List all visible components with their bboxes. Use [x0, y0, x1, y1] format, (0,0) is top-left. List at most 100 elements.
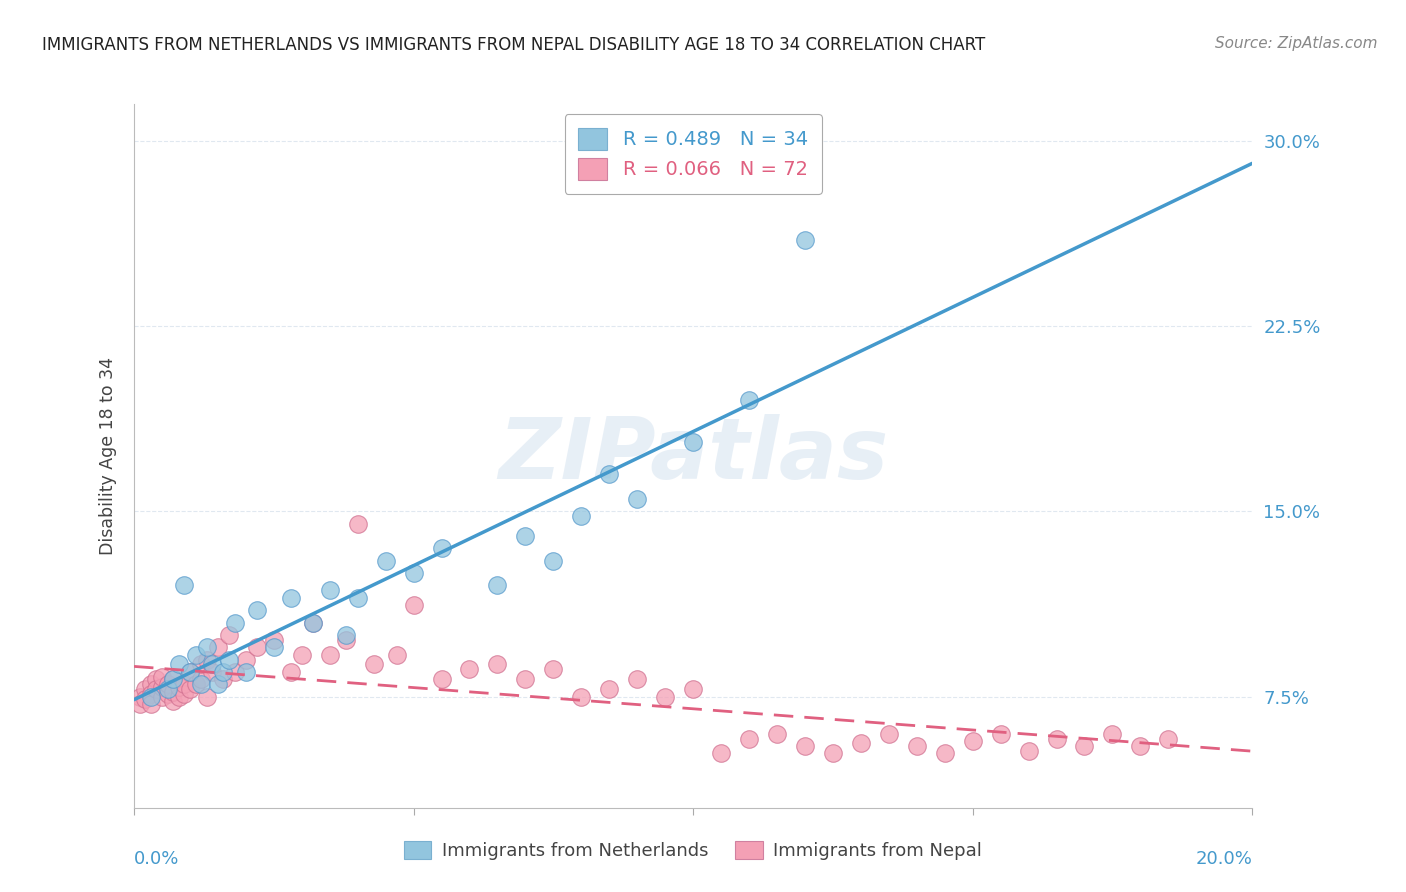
- Point: [430, 541, 453, 556]
- Y-axis label: Disability Age 18 to 34: Disability Age 18 to 34: [100, 357, 117, 555]
- Point: [905, 739, 928, 753]
- Point: [346, 516, 368, 531]
- Point: [738, 731, 761, 746]
- Point: [179, 682, 201, 697]
- Point: [246, 603, 269, 617]
- Point: [1073, 739, 1095, 753]
- Text: IMMIGRANTS FROM NETHERLANDS VS IMMIGRANTS FROM NEPAL DISABILITY AGE 18 TO 34 COR: IMMIGRANTS FROM NETHERLANDS VS IMMIGRANT…: [42, 36, 986, 54]
- Point: [486, 578, 509, 592]
- Point: [794, 233, 817, 247]
- Text: 20.0%: 20.0%: [1195, 850, 1253, 868]
- Text: ZIPatlas: ZIPatlas: [498, 415, 889, 498]
- Point: [139, 697, 162, 711]
- Point: [598, 467, 620, 482]
- Point: [128, 690, 150, 704]
- Point: [1018, 744, 1040, 758]
- Point: [179, 665, 201, 679]
- Point: [145, 682, 167, 697]
- Point: [139, 687, 162, 701]
- Point: [195, 690, 218, 704]
- Point: [201, 657, 224, 672]
- Point: [162, 684, 184, 698]
- Point: [710, 747, 733, 761]
- Point: [190, 657, 212, 672]
- Point: [515, 529, 537, 543]
- Point: [162, 673, 184, 687]
- Point: [280, 591, 302, 605]
- Point: [302, 615, 325, 630]
- Point: [218, 628, 240, 642]
- Point: [302, 615, 325, 630]
- Point: [402, 566, 425, 581]
- Point: [235, 652, 257, 666]
- Point: [173, 687, 195, 701]
- Point: [167, 680, 190, 694]
- Legend: Immigrants from Netherlands, Immigrants from Nepal: Immigrants from Netherlands, Immigrants …: [395, 831, 991, 869]
- Point: [207, 677, 229, 691]
- Point: [212, 665, 235, 679]
- Point: [569, 509, 592, 524]
- Point: [569, 690, 592, 704]
- Point: [184, 677, 207, 691]
- Point: [319, 648, 342, 662]
- Point: [738, 393, 761, 408]
- Point: [179, 665, 201, 679]
- Point: [167, 690, 190, 704]
- Point: [128, 697, 150, 711]
- Point: [682, 435, 704, 450]
- Point: [1045, 731, 1067, 746]
- Point: [139, 677, 162, 691]
- Point: [173, 677, 195, 691]
- Point: [291, 648, 314, 662]
- Point: [1157, 731, 1180, 746]
- Point: [849, 736, 872, 750]
- Point: [156, 687, 179, 701]
- Point: [246, 640, 269, 655]
- Point: [150, 670, 173, 684]
- Point: [162, 694, 184, 708]
- Point: [962, 734, 984, 748]
- Point: [543, 662, 565, 676]
- Point: [201, 665, 224, 679]
- Point: [139, 690, 162, 704]
- Point: [263, 632, 285, 647]
- Point: [346, 591, 368, 605]
- Point: [794, 739, 817, 753]
- Point: [543, 554, 565, 568]
- Point: [167, 657, 190, 672]
- Point: [430, 673, 453, 687]
- Point: [682, 682, 704, 697]
- Point: [150, 690, 173, 704]
- Point: [990, 726, 1012, 740]
- Point: [190, 673, 212, 687]
- Point: [363, 657, 385, 672]
- Point: [626, 673, 648, 687]
- Point: [218, 652, 240, 666]
- Point: [184, 648, 207, 662]
- Point: [626, 492, 648, 507]
- Point: [934, 747, 956, 761]
- Point: [145, 673, 167, 687]
- Point: [280, 665, 302, 679]
- Point: [263, 640, 285, 655]
- Point: [877, 726, 900, 740]
- Point: [195, 640, 218, 655]
- Point: [598, 682, 620, 697]
- Point: [173, 578, 195, 592]
- Point: [654, 690, 676, 704]
- Point: [190, 677, 212, 691]
- Point: [319, 583, 342, 598]
- Point: [374, 554, 396, 568]
- Text: Source: ZipAtlas.com: Source: ZipAtlas.com: [1215, 36, 1378, 51]
- Point: [156, 677, 179, 691]
- Point: [402, 599, 425, 613]
- Point: [134, 692, 156, 706]
- Point: [335, 632, 357, 647]
- Point: [515, 673, 537, 687]
- Point: [195, 652, 218, 666]
- Point: [821, 747, 844, 761]
- Point: [766, 726, 789, 740]
- Point: [150, 680, 173, 694]
- Point: [486, 657, 509, 672]
- Point: [212, 673, 235, 687]
